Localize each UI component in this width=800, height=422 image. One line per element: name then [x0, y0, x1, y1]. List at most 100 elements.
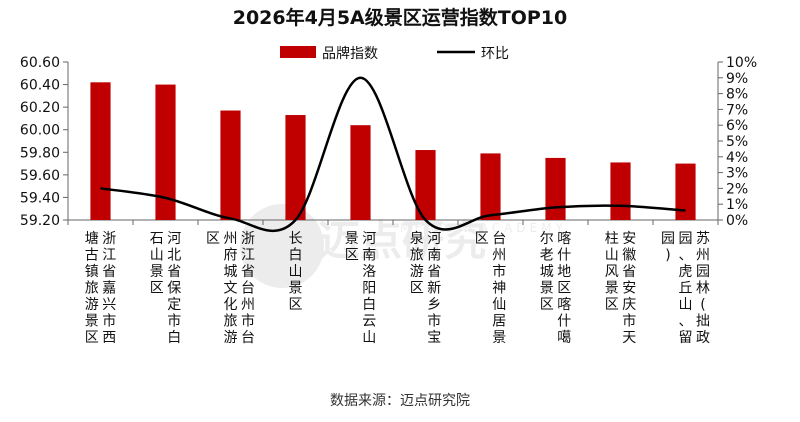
category-char: ): [665, 248, 670, 264]
y2-tick-label: 0%: [726, 213, 748, 229]
category-char: 喀: [557, 297, 571, 313]
category-char: 、: [679, 248, 693, 264]
category-char: 台: [241, 281, 255, 297]
y-tick-label: 60.20: [20, 100, 60, 116]
category-char: 留: [679, 330, 693, 346]
category-char: 江: [241, 248, 255, 264]
y-tick-label: 59.20: [20, 213, 60, 229]
y-tick-label: 59.80: [20, 145, 60, 161]
category-char: 北: [167, 248, 181, 264]
category-labels: 浙江省嘉兴市西塘古镇旅游景区河北省保定市白石山景区浙江省台州市台州府城文化旅游区…: [85, 230, 710, 346]
category-char: 山: [150, 248, 164, 264]
category-char: 西: [102, 330, 116, 346]
category-char: 旅: [224, 314, 238, 330]
watermark: 迈点研究 MEADIN ACADEMY: [240, 204, 563, 288]
category-char: (: [700, 297, 705, 313]
y-tick-label: 59.60: [20, 168, 60, 184]
bar: [220, 110, 241, 220]
category-char: 塘: [85, 231, 99, 247]
category-char: 林: [696, 281, 710, 297]
category-char: 噶: [557, 330, 571, 346]
y2-tick-label: 3%: [726, 166, 748, 182]
bars: [90, 82, 696, 220]
category-char: 景: [85, 314, 99, 330]
category-char: 园: [661, 231, 675, 247]
category-char: 安: [622, 281, 636, 297]
category-char: 山: [605, 248, 619, 264]
category-char: 市: [427, 313, 441, 330]
category-char: 区: [289, 297, 303, 313]
category-char: 区: [557, 281, 571, 297]
category-char: 城: [540, 264, 554, 280]
y2-tick-label: 9%: [726, 71, 748, 87]
y-tick-label: 60.60: [20, 55, 60, 71]
y2-tick-label: 6%: [726, 118, 748, 134]
category-char: 新: [427, 281, 441, 297]
category-char: 旅: [85, 281, 99, 297]
category-char: 区: [345, 248, 359, 264]
category-char: 省: [167, 264, 181, 280]
category-char: 文: [224, 281, 238, 297]
category-char: 丘: [679, 281, 693, 297]
category-char: 旅: [410, 248, 424, 264]
category-char: 什: [557, 248, 571, 264]
category-char: 州: [241, 297, 255, 313]
bar: [285, 115, 306, 220]
y2-tick-label: 7%: [726, 102, 748, 118]
line-path: [100, 76, 686, 232]
category-char: 拙: [696, 314, 710, 330]
bar: [545, 157, 566, 220]
category-char: 保: [167, 281, 181, 297]
legend: 品牌指数 环比: [280, 45, 509, 62]
category-char: 嘉: [102, 281, 116, 297]
category-char: 区: [540, 297, 554, 313]
category-char: 景: [540, 281, 554, 297]
category-char: 老: [540, 248, 554, 264]
category-char: 泉: [410, 230, 424, 247]
category-char: 景: [605, 281, 619, 297]
y2-tick-label: 5%: [726, 134, 748, 150]
category-char: 政: [696, 330, 710, 346]
category-char: 市: [622, 313, 636, 330]
y2-tick-label: 4%: [726, 150, 748, 166]
category-char: 什: [557, 314, 571, 330]
y2-tick-label: 8%: [726, 87, 748, 103]
category-char: 山: [289, 264, 303, 280]
category-char: 省: [622, 264, 636, 280]
category-char: 城: [224, 264, 238, 280]
category-char: 庆: [622, 297, 636, 313]
y2-tick-label: 1%: [726, 197, 748, 213]
category-char: 园: [679, 231, 693, 247]
category-char: 乡: [427, 297, 441, 313]
category-char: 区: [85, 330, 99, 346]
y-tick-label: 60.00: [20, 123, 60, 139]
category-char: 园: [696, 264, 710, 280]
category-char: 石: [150, 231, 164, 247]
category-char: 浙: [241, 231, 255, 247]
category-char: 地: [557, 264, 571, 280]
category-char: 区: [410, 281, 424, 297]
category-char: 省: [102, 264, 116, 280]
y-tick-label: 60.40: [20, 78, 60, 94]
category-char: 镇: [85, 264, 99, 280]
category-char: 柱: [605, 231, 619, 247]
category-char: 兴: [102, 297, 116, 313]
category-char: 宝: [427, 330, 441, 346]
category-char: 台: [241, 330, 255, 346]
category-char: 居: [492, 314, 506, 330]
category-char: 区: [150, 281, 164, 297]
category-char: 河: [167, 231, 181, 247]
category-char: 喀: [557, 231, 571, 247]
bar: [415, 150, 436, 220]
category-char: 景: [289, 281, 303, 297]
category-char: 省: [241, 264, 255, 280]
category-char: 神: [492, 281, 506, 297]
category-char: 区: [206, 231, 220, 247]
source-note: 数据来源：迈点研究院: [330, 393, 470, 409]
